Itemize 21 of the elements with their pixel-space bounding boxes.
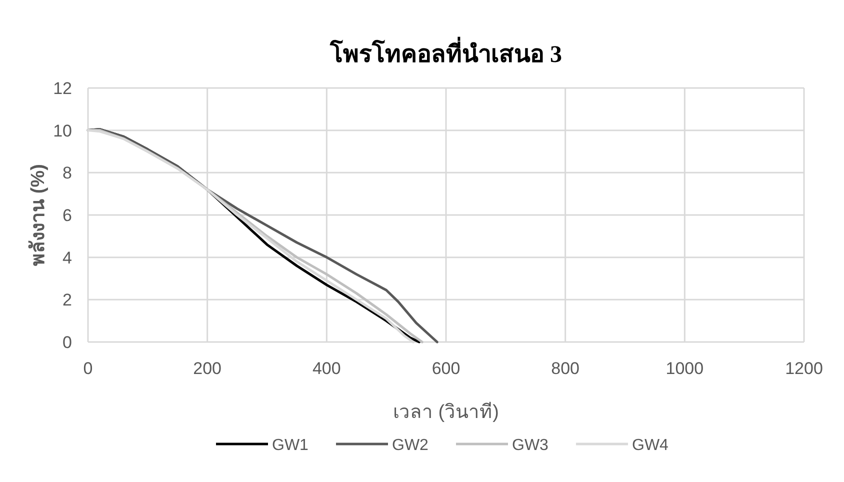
- x-axis-title: เวลา (วินาที): [393, 401, 499, 423]
- x-tick-label: 400: [312, 359, 341, 378]
- x-tick-label: 200: [193, 359, 222, 378]
- x-tick-label: 1000: [666, 359, 704, 378]
- y-tick-label: 2: [62, 290, 72, 310]
- legend-label: GW1: [272, 437, 309, 454]
- y-axis-title: พลังงาน (%): [28, 164, 49, 266]
- x-tick-label: 1200: [785, 359, 823, 378]
- x-tick-label: 0: [83, 359, 93, 378]
- y-tick-label: 12: [53, 79, 72, 98]
- y-tick-label: 10: [53, 121, 72, 140]
- legend-label: GW3: [512, 437, 549, 454]
- y-tick-label: 4: [62, 248, 72, 268]
- legend-label: GW2: [392, 437, 429, 454]
- x-tick-label: 800: [551, 359, 580, 378]
- y-tick-label: 0: [62, 333, 72, 352]
- y-tick-label: 6: [62, 206, 72, 225]
- x-tick-label: 600: [432, 359, 460, 378]
- legend-label: GW4: [632, 437, 669, 454]
- chart-title: โพรโทคอลที่นำเสนอ 3: [329, 36, 562, 68]
- y-tick-label: 8: [62, 164, 72, 183]
